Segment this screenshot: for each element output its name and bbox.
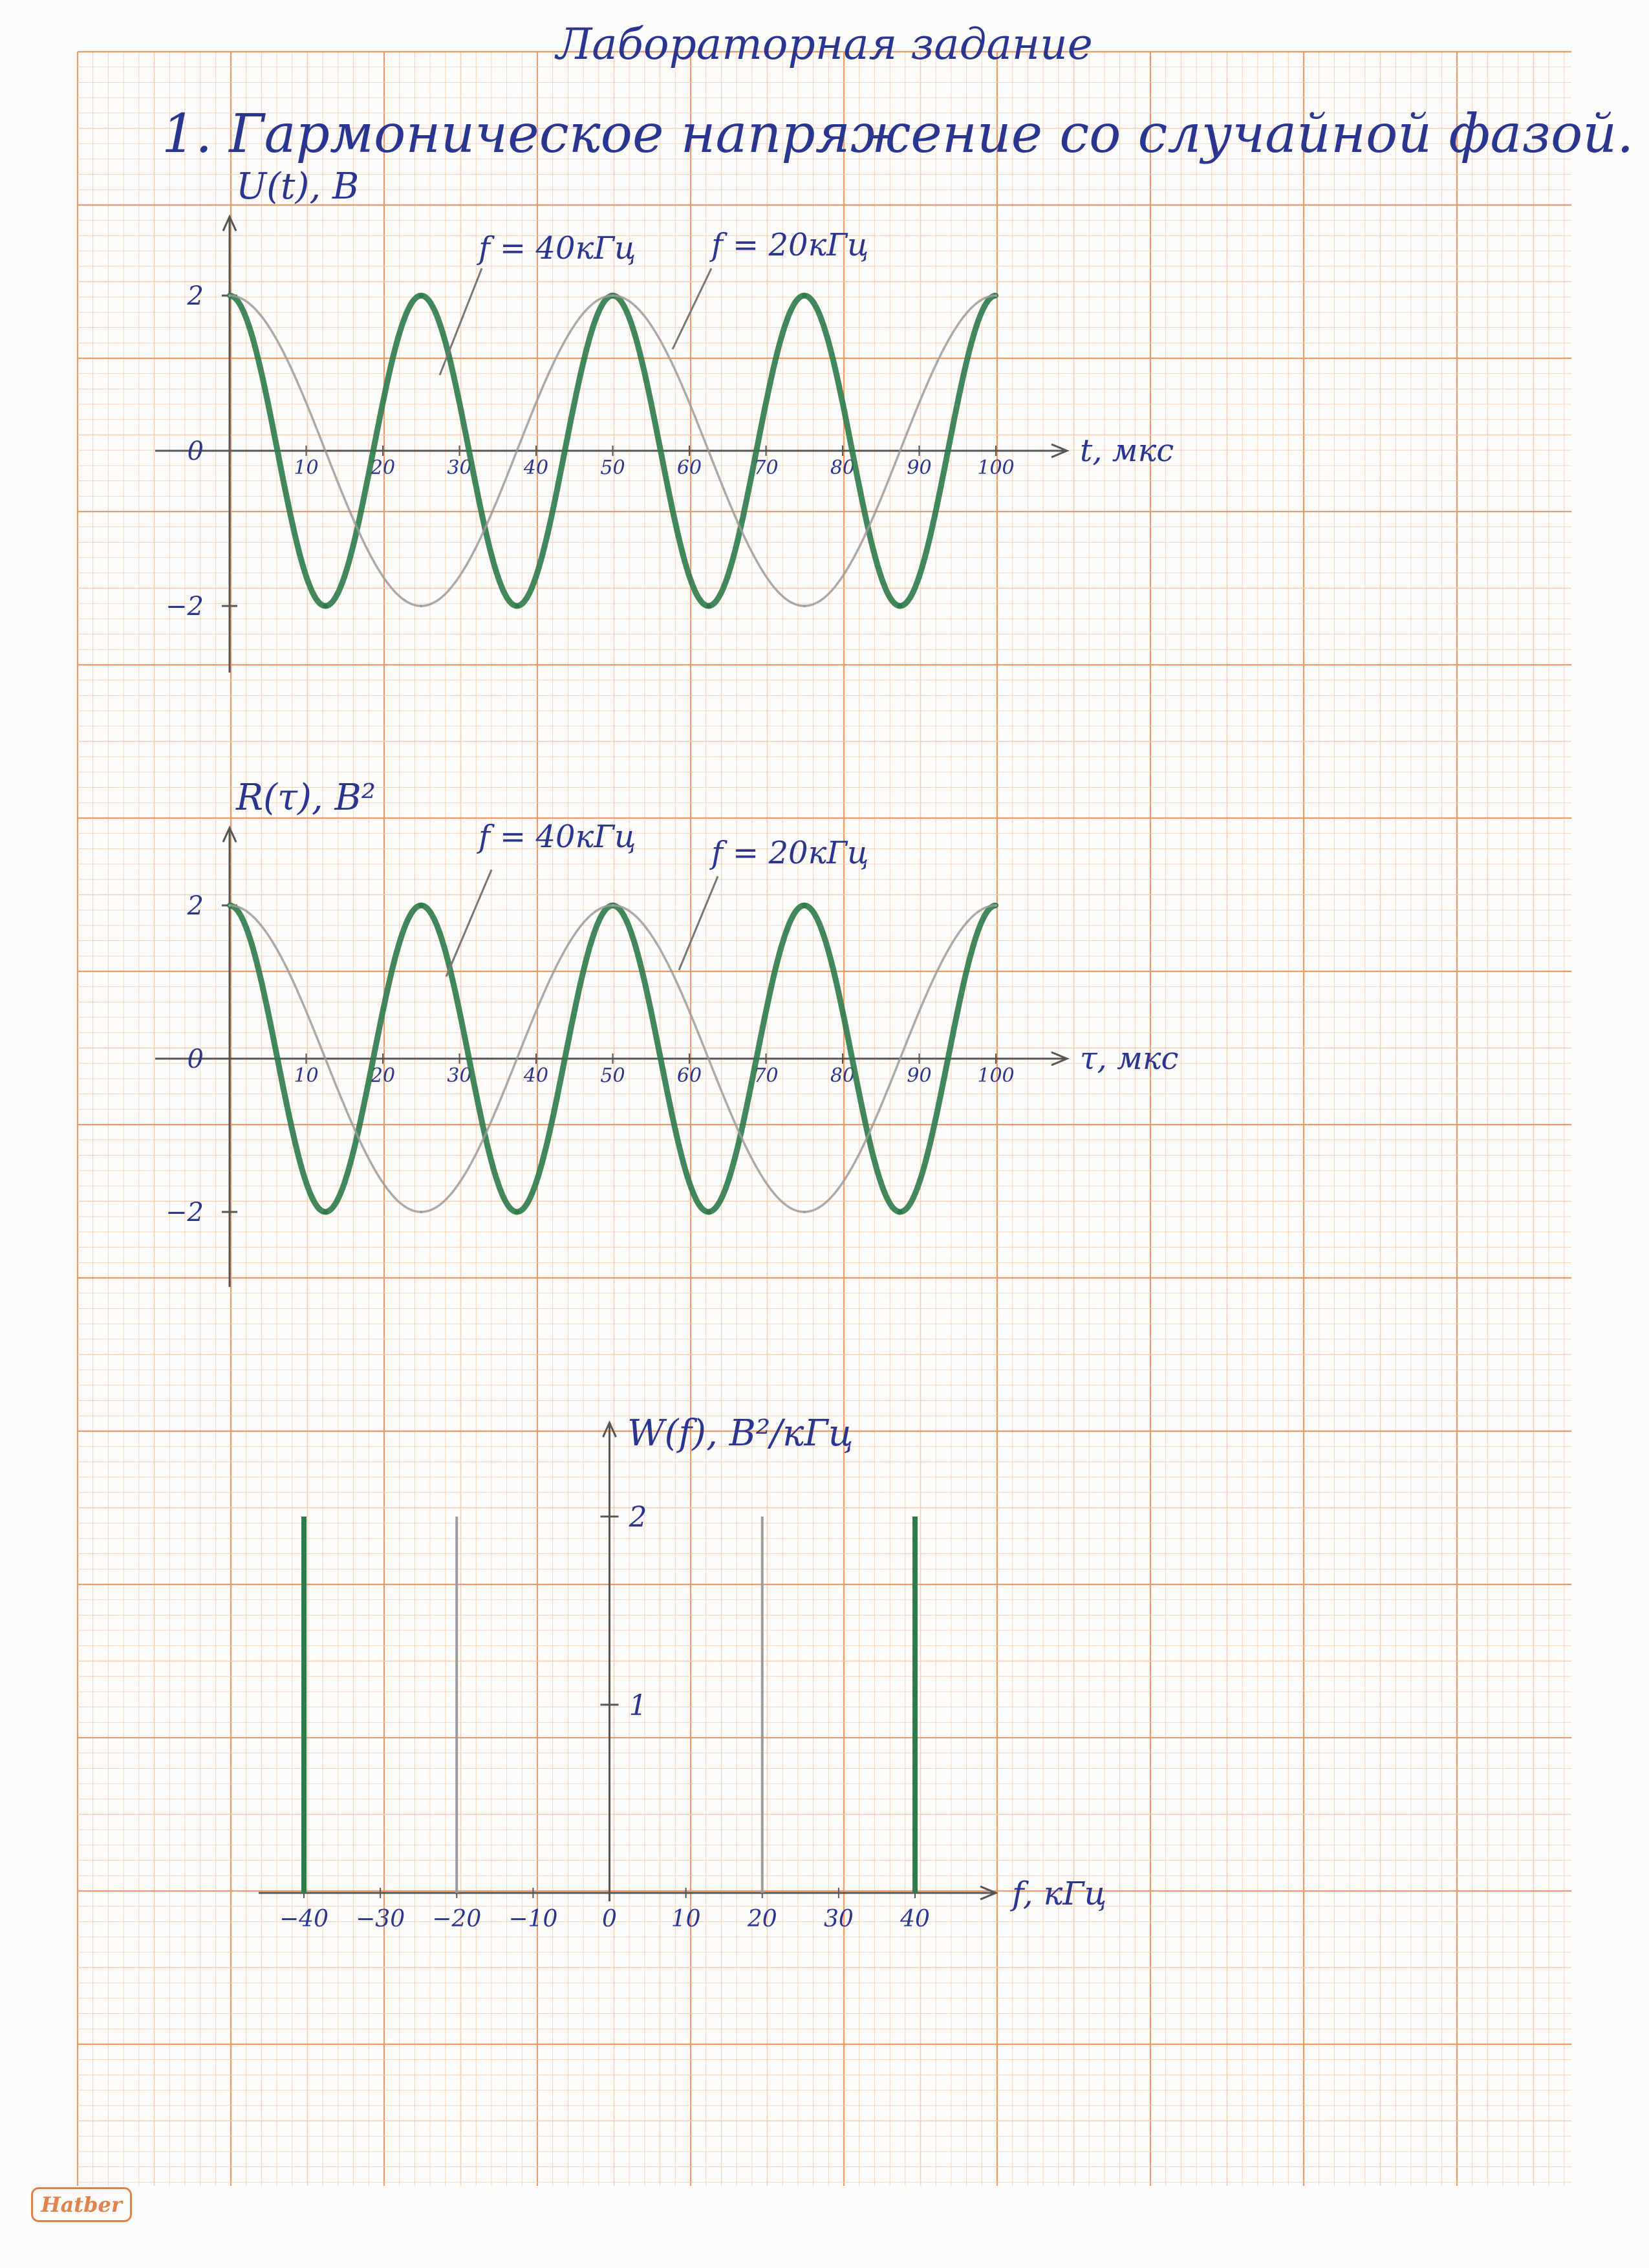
y-tick-label: 2 (629, 1501, 647, 1534)
data-point (323, 603, 329, 609)
x-axis-label: f, кГц (1009, 1875, 1106, 1912)
x-tick-label: 70 (753, 1064, 778, 1087)
x-tick-label: 10 (671, 1906, 701, 1932)
annotation-label: f = 20кГц (709, 835, 869, 871)
x-tick-label: 90 (907, 1064, 931, 1087)
data-point (706, 603, 711, 609)
y-tick-label: 1 (629, 1689, 647, 1722)
x-axis-arrow (1051, 443, 1070, 459)
data-point (323, 1209, 329, 1215)
x-tick-label: 10 (294, 457, 318, 479)
y-axis-label: W(f), B²/кГц (627, 1412, 854, 1454)
annotation-leader (438, 268, 483, 376)
data-point (514, 603, 520, 609)
data-point (803, 1211, 806, 1213)
hatber-logo: Hatber (31, 2187, 132, 2222)
data-point (611, 294, 614, 297)
x-tick-label: 60 (677, 1064, 702, 1087)
y-axis-arrow (602, 1420, 617, 1438)
x-tick-label: 40 (523, 457, 548, 479)
x-tick-label: 100 (977, 457, 1014, 479)
x-tick-label: −30 (356, 1906, 405, 1932)
x-tick-label: 80 (830, 457, 855, 479)
data-point (420, 605, 423, 607)
x-tick-label: 100 (977, 1064, 1014, 1087)
x-tick-label: 30 (824, 1906, 854, 1932)
y-axis-arrow (222, 214, 237, 232)
annotation-leader (678, 876, 719, 971)
x-tick-label: 40 (523, 1064, 548, 1087)
data-point (420, 1211, 423, 1213)
x-tick-label: −10 (508, 1906, 557, 1932)
data-point (995, 904, 997, 907)
x-tick-label: −20 (432, 1906, 481, 1932)
annotation-label: f = 40кГц (477, 230, 636, 266)
y-tick-label: 2 (187, 281, 204, 311)
x-axis-arrow (980, 1885, 998, 1901)
x-tick-label: 80 (830, 1064, 855, 1087)
y-tick-label: −2 (166, 592, 204, 621)
y-axis-arrow (222, 825, 237, 843)
data-point (801, 293, 807, 298)
data-point (228, 294, 231, 297)
x-tick-label: 0 (602, 1906, 617, 1932)
data-point (706, 1209, 711, 1215)
data-point (418, 903, 424, 908)
x-tick-label: 50 (600, 1064, 625, 1087)
y-tick-label: 0 (188, 1044, 204, 1074)
data-point (514, 1209, 520, 1215)
data-point (418, 293, 424, 298)
annotation-label: f = 40кГц (477, 819, 636, 855)
x-tick-label: 30 (447, 1064, 471, 1087)
data-point (897, 1209, 903, 1215)
section-title: 1. Гармоническое напряжение со случайной… (162, 103, 1634, 165)
data-point (801, 903, 807, 908)
data-point (228, 904, 231, 907)
y-tick-label: 0 (188, 437, 204, 466)
x-axis-label: t, мкс (1080, 433, 1174, 469)
page-title: Лабораторная задание (556, 19, 1093, 69)
data-point (995, 294, 997, 297)
data-point (803, 605, 806, 607)
x-tick-label: 50 (600, 457, 625, 479)
x-tick-label: 90 (907, 457, 931, 479)
y-tick-label: 2 (187, 891, 204, 921)
x-tick-label: 30 (447, 457, 471, 479)
x-tick-label: 70 (753, 457, 778, 479)
annotation-leader (445, 869, 493, 977)
x-axis-label: τ, мкс (1080, 1041, 1178, 1077)
annotation-label: f = 20кГц (709, 227, 869, 263)
x-tick-label: −40 (279, 1906, 329, 1932)
chart-w-of-f: −40 −30 −20 −10 0 10 20 30 40 2 1 W(f), B²/кГц f, кГ… (259, 1412, 1106, 1932)
y-axis-label: R(τ), B² (235, 777, 376, 819)
annotation-leader (671, 268, 713, 350)
data-point (897, 603, 903, 609)
x-tick-label: 40 (900, 1906, 930, 1932)
x-tick-label: 60 (677, 457, 702, 479)
data-point (611, 904, 614, 907)
y-tick-label: −2 (166, 1198, 204, 1227)
x-axis-arrow (1051, 1051, 1070, 1066)
x-tick-label: 10 (294, 1064, 318, 1087)
y-axis-label: U(t), B (236, 166, 359, 208)
x-tick-label: 20 (747, 1906, 777, 1932)
